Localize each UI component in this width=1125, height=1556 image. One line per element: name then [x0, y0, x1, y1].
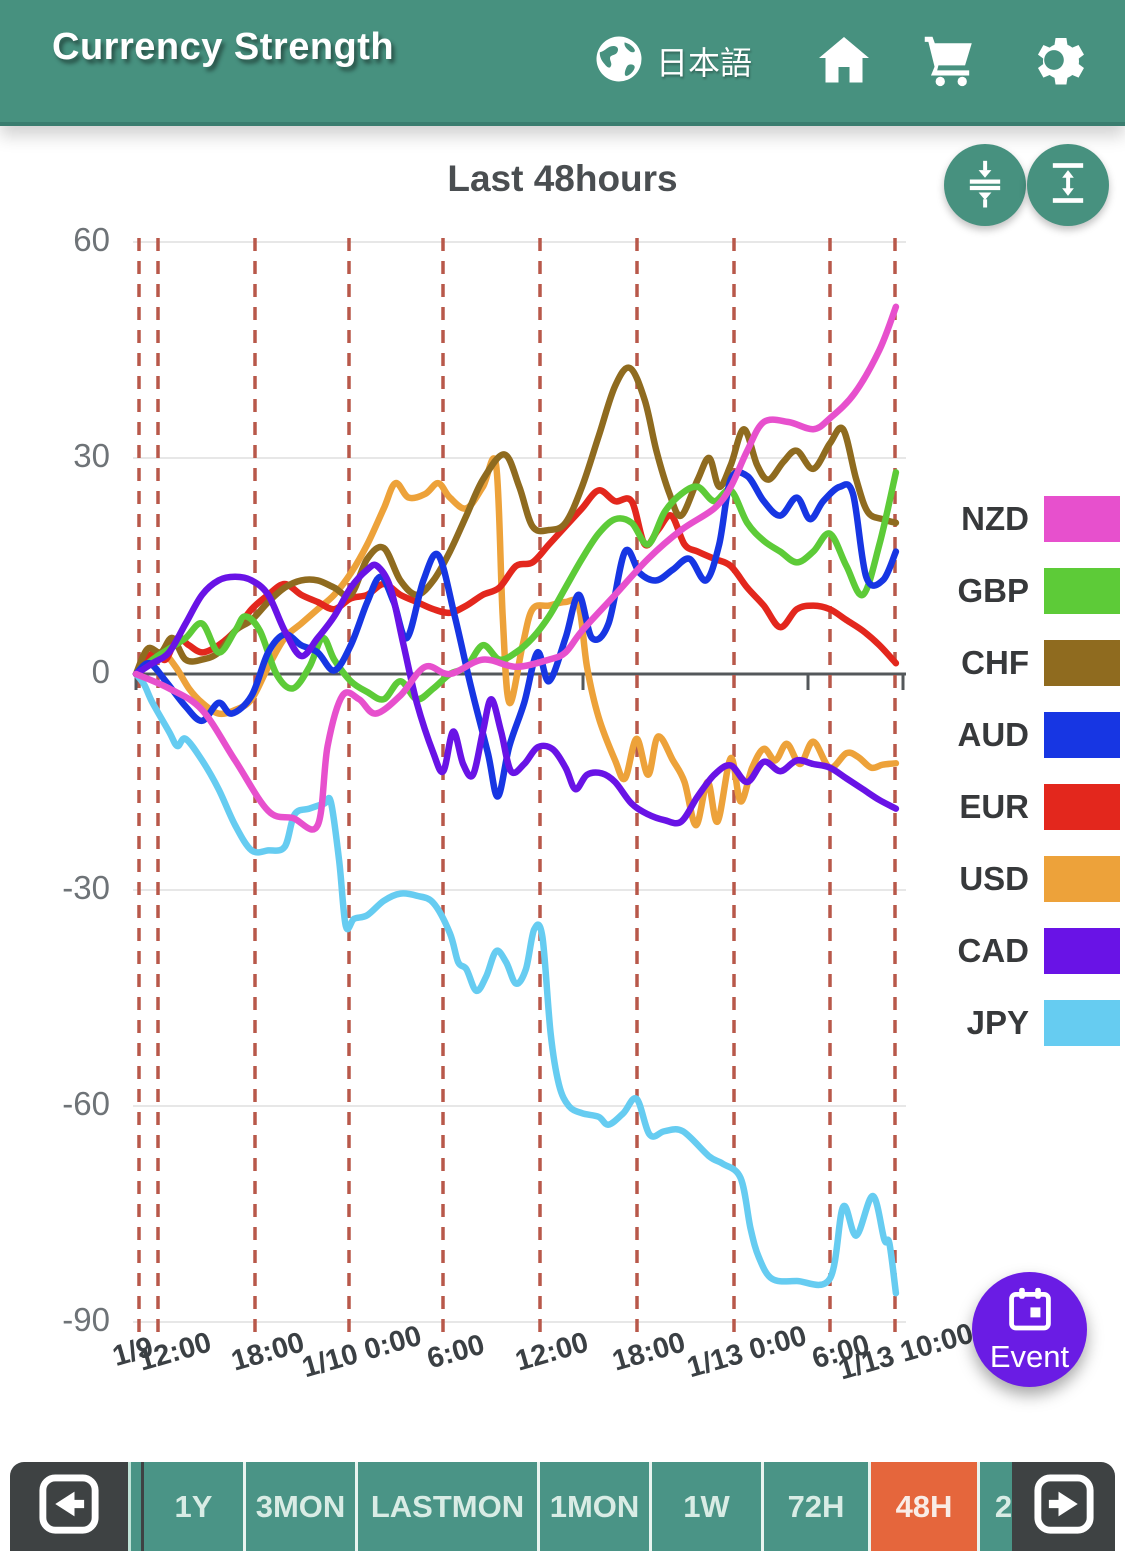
- legend-label: CHF: [961, 644, 1029, 681]
- legend-label: JPY: [966, 1004, 1029, 1041]
- series-aud: [132, 468, 900, 800]
- legend-label: CAD: [957, 932, 1030, 969]
- home-icon[interactable]: [812, 28, 876, 92]
- calendar-icon: [1004, 1284, 1056, 1341]
- event-button[interactable]: Event: [972, 1272, 1087, 1387]
- legend-swatch: [1044, 784, 1120, 830]
- gear-icon[interactable]: [1022, 28, 1086, 92]
- chart-title: Last 48hours: [447, 158, 678, 199]
- legend-item-eur[interactable]: EUR: [930, 784, 1120, 830]
- legend-item-nzd[interactable]: NZD: [930, 496, 1120, 542]
- legend-swatch: [1044, 568, 1120, 614]
- y-tick-label: -90: [62, 1301, 110, 1339]
- legend-label: EUR: [959, 788, 1029, 825]
- timerange-button-1w[interactable]: 1W: [652, 1462, 764, 1551]
- expand-vertical-icon: [1040, 155, 1096, 216]
- language-switcher[interactable]: 日本語: [592, 0, 752, 122]
- timerange-toolbar: 1Y 3MON LASTMON 1MON 1W 72H 48H 2: [10, 1462, 1115, 1551]
- timerange-button-2[interactable]: 2: [980, 1462, 1012, 1551]
- app-title: Currency Strength: [52, 26, 395, 68]
- legend-swatch: [1044, 928, 1120, 974]
- legend-label: AUD: [957, 716, 1030, 753]
- timerange-partial-left[interactable]: [128, 1462, 144, 1551]
- y-tick-label: 60: [73, 221, 110, 259]
- timerange-button-72h[interactable]: 72H: [764, 1462, 871, 1551]
- legend: NZD GBP CHF AUD EUR USD CAD: [930, 496, 1120, 1072]
- arrow-right-icon: [1031, 1471, 1097, 1542]
- timerange-button-3mon[interactable]: 3MON: [246, 1462, 358, 1551]
- series-jpy: [132, 670, 900, 1297]
- series-cad: [132, 561, 900, 827]
- legend-item-cad[interactable]: CAD: [930, 928, 1120, 974]
- legend-item-jpy[interactable]: JPY: [930, 1000, 1120, 1046]
- globe-icon: [592, 32, 646, 91]
- timerange-strip: 1Y 3MON LASTMON 1MON 1W 72H 48H 2: [128, 1462, 1012, 1551]
- app-header: Currency Strength 日本語: [0, 0, 1125, 126]
- y-tick-label: -30: [62, 869, 110, 907]
- cart-icon[interactable]: [916, 28, 980, 92]
- legend-swatch: [1044, 856, 1120, 902]
- legend-item-aud[interactable]: AUD: [930, 712, 1120, 758]
- legend-swatch: [1044, 640, 1120, 686]
- legend-swatch: [1044, 1000, 1120, 1046]
- legend-label: USD: [959, 860, 1029, 897]
- legend-item-usd[interactable]: USD: [930, 856, 1120, 902]
- legend-label: NZD: [961, 500, 1029, 537]
- timerange-button-48h[interactable]: 48H: [871, 1462, 980, 1551]
- legend-label: GBP: [957, 572, 1029, 609]
- timerange-button-1mon[interactable]: 1MON: [540, 1462, 652, 1551]
- y-tick-label: 0: [91, 653, 110, 691]
- event-button-label: Event: [989, 1339, 1070, 1374]
- legend-swatch: [1044, 712, 1120, 758]
- scroll-right-button[interactable]: [1012, 1462, 1115, 1551]
- timerange-button-1y[interactable]: 1Y: [144, 1462, 246, 1551]
- arrow-left-icon: [36, 1471, 102, 1542]
- legend-item-chf[interactable]: CHF: [930, 640, 1120, 686]
- series-gbp: [132, 469, 900, 703]
- legend-swatch: [1044, 496, 1120, 542]
- series-usd: [132, 455, 900, 829]
- collapse-vertical-button[interactable]: [944, 144, 1026, 226]
- y-tick-label: -60: [62, 1085, 110, 1123]
- expand-vertical-button[interactable]: [1027, 144, 1109, 226]
- legend-item-gbp[interactable]: GBP: [930, 568, 1120, 614]
- y-tick-label: 30: [73, 437, 110, 475]
- series-nzd: [132, 303, 900, 833]
- scroll-left-button[interactable]: [10, 1462, 128, 1551]
- timerange-button-lastmon[interactable]: LASTMON: [358, 1462, 540, 1551]
- series-chf: [132, 364, 900, 678]
- language-label: 日本語: [656, 45, 753, 81]
- collapse-vertical-icon: [957, 155, 1013, 216]
